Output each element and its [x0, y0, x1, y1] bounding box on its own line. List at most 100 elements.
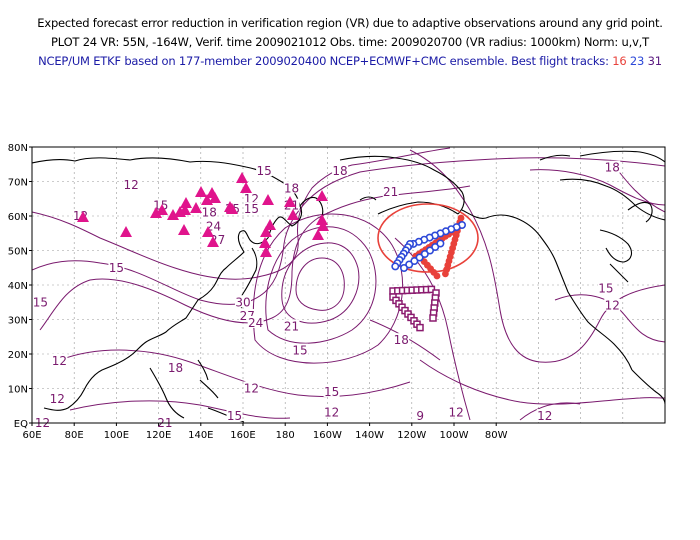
track-23-point [420, 250, 429, 259]
contour-label-bg [32, 295, 49, 308]
track-31-point [429, 314, 437, 322]
contour-label: 15 [598, 281, 613, 295]
observation-triangle [317, 220, 329, 231]
lon-tick-label: 80W [485, 430, 508, 441]
contour-label-bg [604, 298, 621, 311]
observation-triangle [77, 211, 89, 222]
header-ensemble-text: NCEP/UM ETKF based on 177-member 2009020… [38, 54, 609, 68]
track-16-point [433, 272, 441, 280]
contour-label: 21 [284, 319, 299, 333]
contour-label-bg [283, 319, 300, 332]
contour-label-bg [323, 384, 340, 397]
contour-label-bg [256, 164, 273, 177]
observation-triangle [236, 172, 248, 183]
contour-label: 12 [52, 354, 67, 368]
lon-tick-label: 120E [146, 430, 171, 441]
contour-lines [32, 147, 665, 421]
observation-triangle [195, 186, 207, 197]
observation-triangle [316, 190, 328, 201]
observation-sites [77, 172, 329, 257]
contour-label: 15 [227, 409, 242, 423]
contour-label-bg [291, 343, 308, 356]
flight-track-31 [389, 285, 440, 332]
contour-label: 30 [235, 295, 250, 309]
contour-label-bg [332, 164, 349, 177]
lat-tick-label: 20N [8, 350, 28, 361]
track-label-16: 16 [612, 54, 627, 68]
lon-tick-label: 100E [104, 430, 129, 441]
lat-tick-label: 80N [8, 143, 28, 154]
contour-label: 15 [256, 164, 271, 178]
track-label-31: 31 [647, 54, 662, 68]
contour-label: 18 [202, 206, 217, 220]
contour-label-bg [247, 315, 264, 328]
contour-label: 15 [109, 261, 124, 275]
contour-label-bg [536, 409, 553, 422]
track-23-point [415, 253, 424, 262]
contour-label: 18 [168, 361, 183, 375]
lon-tick-label: 140E [188, 430, 213, 441]
observation-triangle [206, 187, 218, 198]
contour-label-bg [323, 405, 340, 418]
observation-triangle [174, 206, 186, 217]
lat-tick-label: 10N [8, 385, 28, 396]
lon-tick-label: 80E [65, 430, 84, 441]
contour-label-bg [448, 405, 465, 418]
contour-label: 15 [33, 295, 48, 309]
contour-label-bg [243, 202, 260, 215]
track-23-point [431, 243, 440, 252]
contour-label-bg [34, 416, 51, 428]
flight-track-23 [391, 221, 466, 272]
contour-label: 18 [394, 333, 409, 347]
observation-triangle [260, 226, 272, 237]
lat-tick-label: 70N [8, 178, 28, 189]
lat-tick-label: 50N [8, 247, 28, 258]
track-23-point [391, 262, 400, 271]
contour-label-bg [412, 409, 429, 422]
lon-tick-label: 160W [313, 430, 342, 441]
contour-label: 12 [244, 382, 259, 396]
contour-label: 18 [605, 161, 620, 175]
observation-triangle [262, 194, 274, 205]
observation-triangle [264, 219, 276, 230]
contour-label-bg [108, 260, 125, 273]
contour-label: 12 [50, 392, 65, 406]
contour-label-bg [226, 409, 243, 422]
observation-triangle [312, 229, 324, 240]
lat-tick-label: 60N [8, 212, 28, 223]
track-23-point [399, 263, 408, 272]
contour-label-bg [604, 160, 621, 173]
contour-label-bg [382, 184, 399, 197]
lon-tick-label: 100W [440, 430, 469, 441]
lon-tick-label: 120W [397, 430, 426, 441]
track-23-point [410, 256, 419, 265]
plot-header: Expected forecast error reduction in ver… [0, 14, 700, 71]
observation-triangle [120, 226, 132, 237]
contour-label-bg [152, 198, 169, 211]
contour-label-bg [156, 416, 173, 428]
contour-label-bg [283, 181, 300, 194]
contour-label: 12 [537, 409, 552, 423]
observation-triangle [287, 209, 299, 220]
contour-label: 12 [124, 178, 139, 192]
track-31-point [416, 323, 424, 332]
contour-label-bg [123, 177, 140, 190]
lon-tick-label: 160E [230, 430, 255, 441]
contour-label-bg [49, 391, 66, 404]
observation-triangle [150, 207, 162, 218]
observation-triangle [284, 196, 296, 207]
track-label-23: 23 [629, 54, 645, 68]
observation-triangle [167, 209, 179, 220]
contour-label-bg [205, 219, 222, 232]
contour-label-bg [51, 353, 68, 366]
lon-tick-label: 140W [355, 430, 384, 441]
contour-label: 12 [448, 406, 463, 420]
track-23-point [425, 246, 434, 255]
observation-triangle [316, 214, 328, 225]
observation-triangle [240, 182, 252, 193]
contour-label-bg [235, 295, 251, 308]
contour-label-bg [243, 381, 260, 394]
contour-labels: 1518182112151212151824271515153027242115… [32, 160, 621, 430]
